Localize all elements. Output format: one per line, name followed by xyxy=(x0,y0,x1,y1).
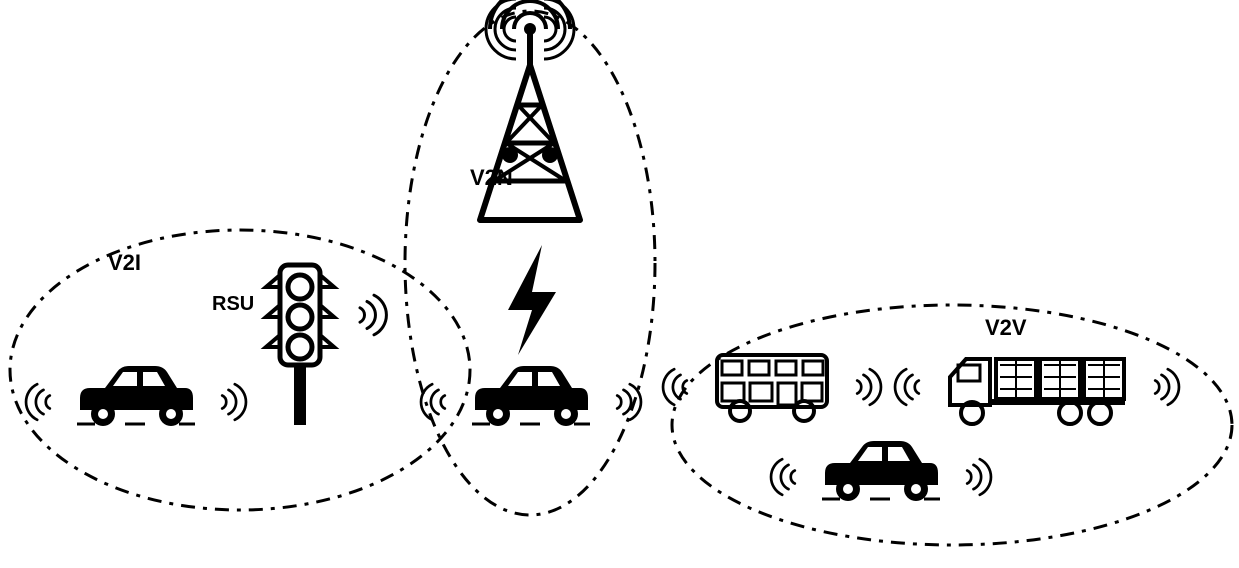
lightning-icon xyxy=(508,245,556,355)
car-icon-3 xyxy=(771,441,991,501)
ellipse-v2v xyxy=(672,305,1232,545)
label-v2i: V2I xyxy=(108,250,141,275)
truck-icon xyxy=(895,359,1179,424)
car-icon-2 xyxy=(421,366,641,426)
ellipse-v2i xyxy=(10,230,470,510)
label-v2v: V2V xyxy=(985,315,1027,340)
bus-icon xyxy=(663,355,881,421)
label-v2n: V2N xyxy=(470,165,513,190)
car-icon-1 xyxy=(26,366,246,426)
traffic-light-icon xyxy=(266,265,386,425)
ellipse-v2n xyxy=(405,11,655,515)
label-rsu: RSU xyxy=(212,293,254,315)
